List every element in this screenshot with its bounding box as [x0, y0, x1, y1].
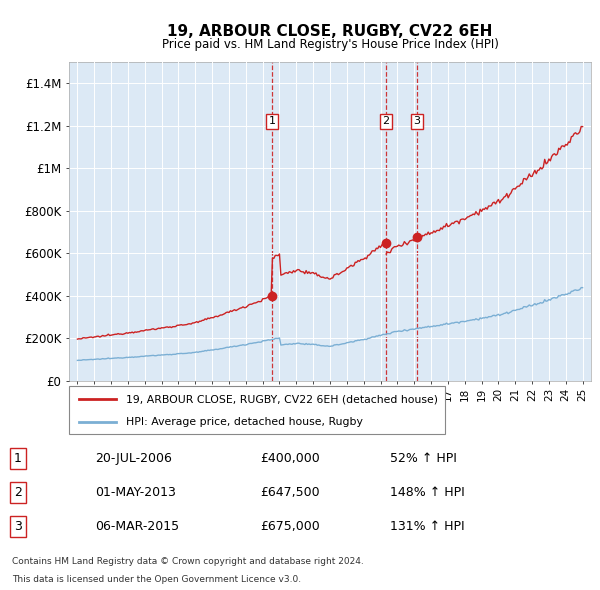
- Text: 3: 3: [14, 520, 22, 533]
- Text: 06-MAR-2015: 06-MAR-2015: [95, 520, 179, 533]
- Text: This data is licensed under the Open Government Licence v3.0.: This data is licensed under the Open Gov…: [12, 575, 301, 584]
- Text: 20-JUL-2006: 20-JUL-2006: [95, 452, 172, 465]
- Text: 3: 3: [413, 116, 421, 126]
- FancyBboxPatch shape: [69, 386, 445, 434]
- Text: 19, ARBOUR CLOSE, RUGBY, CV22 6EH: 19, ARBOUR CLOSE, RUGBY, CV22 6EH: [167, 24, 493, 38]
- Text: 1: 1: [14, 452, 22, 465]
- Text: 2: 2: [14, 486, 22, 499]
- Text: 131% ↑ HPI: 131% ↑ HPI: [390, 520, 464, 533]
- Text: £647,500: £647,500: [260, 486, 320, 499]
- Text: 1: 1: [268, 116, 275, 126]
- Text: £675,000: £675,000: [260, 520, 320, 533]
- Text: £400,000: £400,000: [260, 452, 320, 465]
- Text: 19, ARBOUR CLOSE, RUGBY, CV22 6EH (detached house): 19, ARBOUR CLOSE, RUGBY, CV22 6EH (detac…: [127, 394, 439, 404]
- Text: 52% ↑ HPI: 52% ↑ HPI: [390, 452, 457, 465]
- Text: 148% ↑ HPI: 148% ↑ HPI: [390, 486, 465, 499]
- Text: Price paid vs. HM Land Registry's House Price Index (HPI): Price paid vs. HM Land Registry's House …: [161, 38, 499, 51]
- Text: HPI: Average price, detached house, Rugby: HPI: Average price, detached house, Rugb…: [127, 417, 363, 427]
- Text: 01-MAY-2013: 01-MAY-2013: [95, 486, 176, 499]
- Text: 2: 2: [383, 116, 389, 126]
- Text: Contains HM Land Registry data © Crown copyright and database right 2024.: Contains HM Land Registry data © Crown c…: [12, 557, 364, 566]
